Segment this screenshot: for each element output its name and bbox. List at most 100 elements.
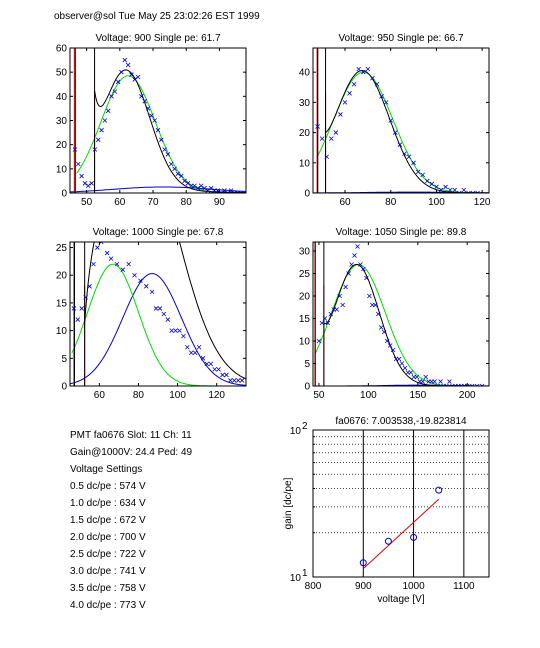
fit-spike [314, 242, 325, 386]
x-tick-label: 800 [305, 581, 322, 592]
y-tick-label: 10 [56, 326, 68, 337]
y-tick-label: 10 [56, 164, 68, 175]
data-point [165, 152, 171, 157]
data-point [71, 306, 77, 311]
data-point [205, 188, 211, 193]
data-point [361, 69, 366, 75]
data-point [102, 118, 108, 123]
data-point [434, 184, 439, 190]
data-point [182, 178, 187, 184]
data-point [425, 178, 430, 184]
x-tick-label: 90 [214, 197, 226, 208]
fit-spike [74, 48, 96, 193]
axes-frame [312, 47, 490, 194]
data-point [402, 151, 407, 157]
data-point [324, 154, 329, 160]
x-tick-label: 80 [133, 390, 145, 401]
x-tick-label: 60 [339, 197, 351, 208]
histogram-panel-4: 50 100 150 200 0 5 10 15 20 25 30 Voltage: 1050 Sin… [299, 227, 490, 401]
y-tick-label: 10 [299, 337, 311, 348]
data-point [342, 100, 348, 105]
data-point [157, 306, 163, 311]
data-point [432, 379, 437, 384]
data-point [200, 356, 206, 361]
data-point [132, 77, 138, 82]
data-point [185, 344, 190, 350]
data-point [89, 181, 94, 186]
data-point [125, 62, 131, 68]
x-tick-label: 80 [181, 197, 193, 208]
data-point [152, 118, 157, 123]
data-point [222, 188, 227, 193]
data-point [423, 374, 429, 380]
y-tick-label: 5 [304, 359, 310, 370]
voltage-setting: 2.5 dc/pe : 722 V [70, 549, 146, 560]
x-tick-label: 200 [459, 390, 476, 401]
axes-frame [69, 241, 247, 387]
signal-curve [314, 263, 489, 386]
gain-point [384, 537, 392, 545]
data-point [452, 187, 457, 193]
voltage-setting: 3.0 dc/pe : 741 V [70, 566, 146, 577]
data-point [479, 383, 485, 386]
gain-point [410, 533, 418, 541]
data-point [235, 190, 240, 193]
data-point [145, 106, 151, 111]
data-point [112, 89, 118, 94]
header-label: observer@sol Tue May 25 23:02:26 EST 199… [54, 11, 260, 22]
voltage-setting: 4.0 dc/pe : 773 V [70, 600, 146, 611]
data-point [337, 293, 342, 299]
histogram-panel-3: 60 80 100 120 0 5 10 15 20 25 Voltage: 1000 Single… [56, 227, 247, 401]
data-point [198, 183, 204, 189]
data-point [83, 295, 88, 300]
pedestal-curve [314, 242, 325, 386]
axes-frame [312, 429, 490, 578]
data-point [447, 379, 452, 384]
data-point [461, 187, 467, 193]
gain-point [359, 559, 367, 567]
data-point [388, 118, 393, 123]
chart-title: Voltage: 900 Single pe: 61.7 [95, 33, 221, 44]
x-tick-label: 900 [355, 581, 372, 592]
x-tick-label: 1100 [453, 581, 475, 592]
voltage-setting: 1.0 dc/pe : 634 V [70, 498, 146, 509]
data-point [443, 184, 448, 190]
data-point [149, 113, 154, 118]
y-tick-label: 50 [56, 68, 68, 79]
data-point [358, 262, 363, 267]
data-point [192, 183, 197, 189]
data-point [390, 347, 396, 353]
data-point [469, 383, 475, 386]
data-point [415, 169, 421, 175]
pmt-info-panel: PMT fa0676 Slot: 11 Ch: 11 Gain@1000V: 2… [70, 427, 192, 614]
data-point [396, 356, 402, 362]
x-tick-label: 120 [474, 197, 491, 208]
data-point [228, 378, 233, 383]
data-point [408, 370, 414, 375]
fit-curve [84, 242, 246, 380]
x-tick-label: 70 [147, 197, 159, 208]
data-point [235, 378, 241, 383]
data-point [364, 275, 369, 281]
data-point [204, 361, 210, 367]
data-point [104, 250, 110, 256]
data-point [378, 325, 384, 330]
data-point [429, 181, 435, 187]
data-point [457, 190, 462, 193]
data-point [334, 307, 340, 312]
data-point [220, 372, 225, 378]
y-tick-label: 20 [299, 128, 311, 139]
data-point [169, 161, 174, 167]
y-tick-label: 15 [299, 314, 311, 325]
data-point [99, 242, 104, 245]
data-point [333, 130, 339, 135]
background-curve [70, 273, 246, 386]
data-point [75, 317, 81, 322]
y-tick-label: 20 [56, 140, 68, 151]
y-tick-label: 25 [56, 243, 68, 254]
data-point [212, 188, 217, 193]
data-point [365, 66, 371, 72]
fit-spike [317, 48, 327, 193]
data-point [175, 171, 181, 176]
data-point [143, 284, 149, 289]
